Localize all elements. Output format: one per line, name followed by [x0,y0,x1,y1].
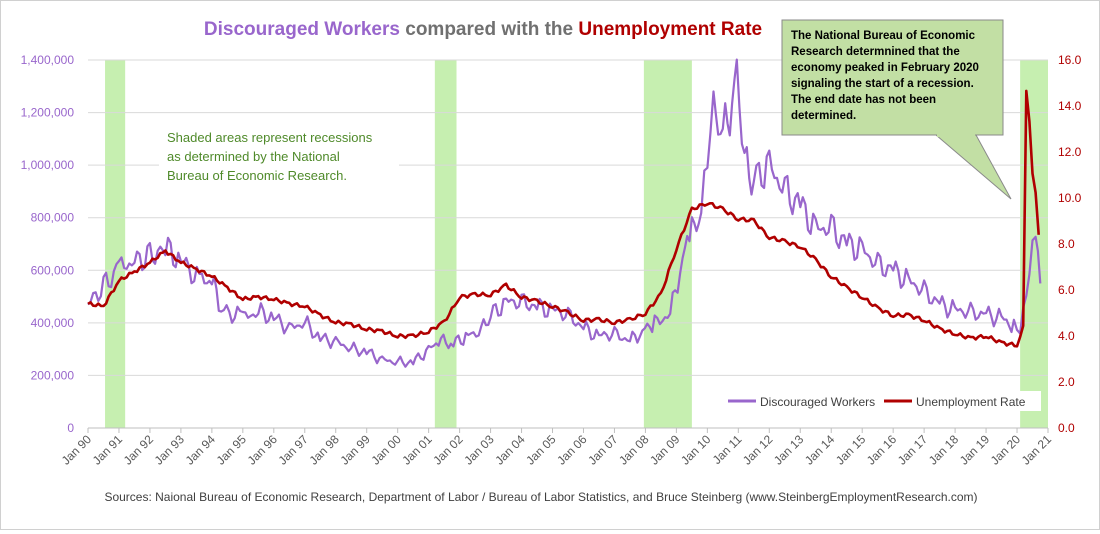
x-tick-label: Jan 11 [710,432,745,467]
x-tick-label: Jan 90 [59,432,95,468]
x-tick-label: Jan 07 [585,432,621,468]
x-tick-label: Jan 13 [771,432,807,468]
y-left-tick-label: 600,000 [31,263,75,277]
title-part-3: Unemployment Rate [578,19,762,40]
shaded-note-line-2: as determined by the National [167,149,340,164]
y-right-tick-label: 12.0 [1058,145,1082,159]
legend-label-unemployment: Unemployment Rate [916,395,1026,409]
x-tick-label: Jan 04 [492,432,528,468]
x-tick-label: Jan 20 [988,432,1024,468]
x-tick-label: Jan 08 [616,432,652,468]
x-tick-label: Jan 93 [152,432,188,468]
y-left-tick-label: 800,000 [31,211,75,225]
title-part-1: Discouraged Workers [204,19,400,40]
x-tick-label: Jan 17 [895,432,931,468]
x-tick-label: Jan 91 [90,432,126,468]
y-left-tick-label: 200,000 [31,368,75,382]
x-tick-label: Jan 94 [183,432,219,468]
y-left-tick-label: 400,000 [31,316,75,330]
x-tick-label: Jan 95 [214,432,250,468]
x-tick-label: Jan 99 [337,432,373,468]
x-tick-label: Jan 96 [245,432,281,468]
title-part-2: compared with the [400,19,578,40]
x-tick-label: Jan 21 [1019,432,1055,468]
y-right-tick-label: 16.0 [1058,53,1082,67]
shaded-note-box [159,123,399,189]
x-tick-label: Jan 97 [276,432,312,468]
x-tick-label: Jan 05 [523,432,559,468]
recession-band-3 [643,60,692,428]
series [87,58,1042,368]
y-right-tick-label: 4.0 [1058,329,1075,343]
y-left-tick-label: 1,000,000 [21,158,75,172]
callout-pointer [934,134,1012,200]
y-right-tick-label: 14.0 [1058,99,1082,113]
x-tick-label: Jan 00 [368,432,404,468]
callout-line-5: The end date has not been [791,94,936,106]
y-right-tick-label: 6.0 [1058,283,1075,297]
callout: The National Bureau of Economic Research… [781,19,1012,200]
legend-box [723,391,1041,411]
y-right-tick-label: 2.0 [1058,375,1075,389]
y-left-tick-label: 0 [67,421,74,435]
x-tick-label: Jan 10 [678,432,714,468]
y-left-tick-label: 1,200,000 [21,106,75,120]
x-tick-label: Jan 02 [430,432,466,468]
x-tick-label: Jan 06 [554,432,590,468]
source-text: Sources: Naional Bureau of Economic Rese… [104,490,977,504]
x-tick-label: Jan 09 [647,432,683,468]
legend-label-discouraged: Discouraged Workers [760,395,875,409]
series-line-discouraged-workers [87,58,1042,368]
chart-title: Discouraged Workers compared with the Un… [204,19,762,40]
legend: Discouraged Workers Unemployment Rate [723,391,1041,411]
x-tick-label: Jan 12 [740,432,776,468]
shaded-note-line-1: Shaded areas represent recessions [167,130,373,145]
x-tick-label: Jan 14 [802,432,838,468]
x-tick-label: Jan 98 [306,432,342,468]
y-right-tick-label: 0.0 [1058,421,1075,435]
recession-bands [105,60,1048,428]
x-tick-label: Jan 15 [833,432,869,468]
y-right-tick-label: 8.0 [1058,237,1075,251]
callout-box [781,19,1004,136]
x-tick-label: Jan 19 [957,432,993,468]
callout-line-6: determined. [791,110,856,122]
shaded-note-line-3: Bureau of Economic Research. [167,168,347,183]
series-line-unemployment-rate [87,89,1040,348]
callout-line-4: signaling the start of a recession. [791,78,974,90]
recession-band-2 [434,60,457,428]
x-tick-label: Jan 01 [399,432,435,468]
callout-line-3: economy peaked in February 2020 [791,62,979,74]
callout-line-1: The National Bureau of Economic [791,30,976,42]
x-tick-label: Jan 16 [864,432,900,468]
y-left-tick-label: 1,400,000 [21,53,75,67]
x-tick-label: Jan 18 [926,432,962,468]
recession-band-1 [105,60,126,428]
x-tick-label: Jan 92 [121,432,157,468]
y-right-tick-label: 10.0 [1058,191,1082,205]
x-tick-label: Jan 03 [461,432,497,468]
callout-line-2: Research determnined that the [791,46,960,58]
